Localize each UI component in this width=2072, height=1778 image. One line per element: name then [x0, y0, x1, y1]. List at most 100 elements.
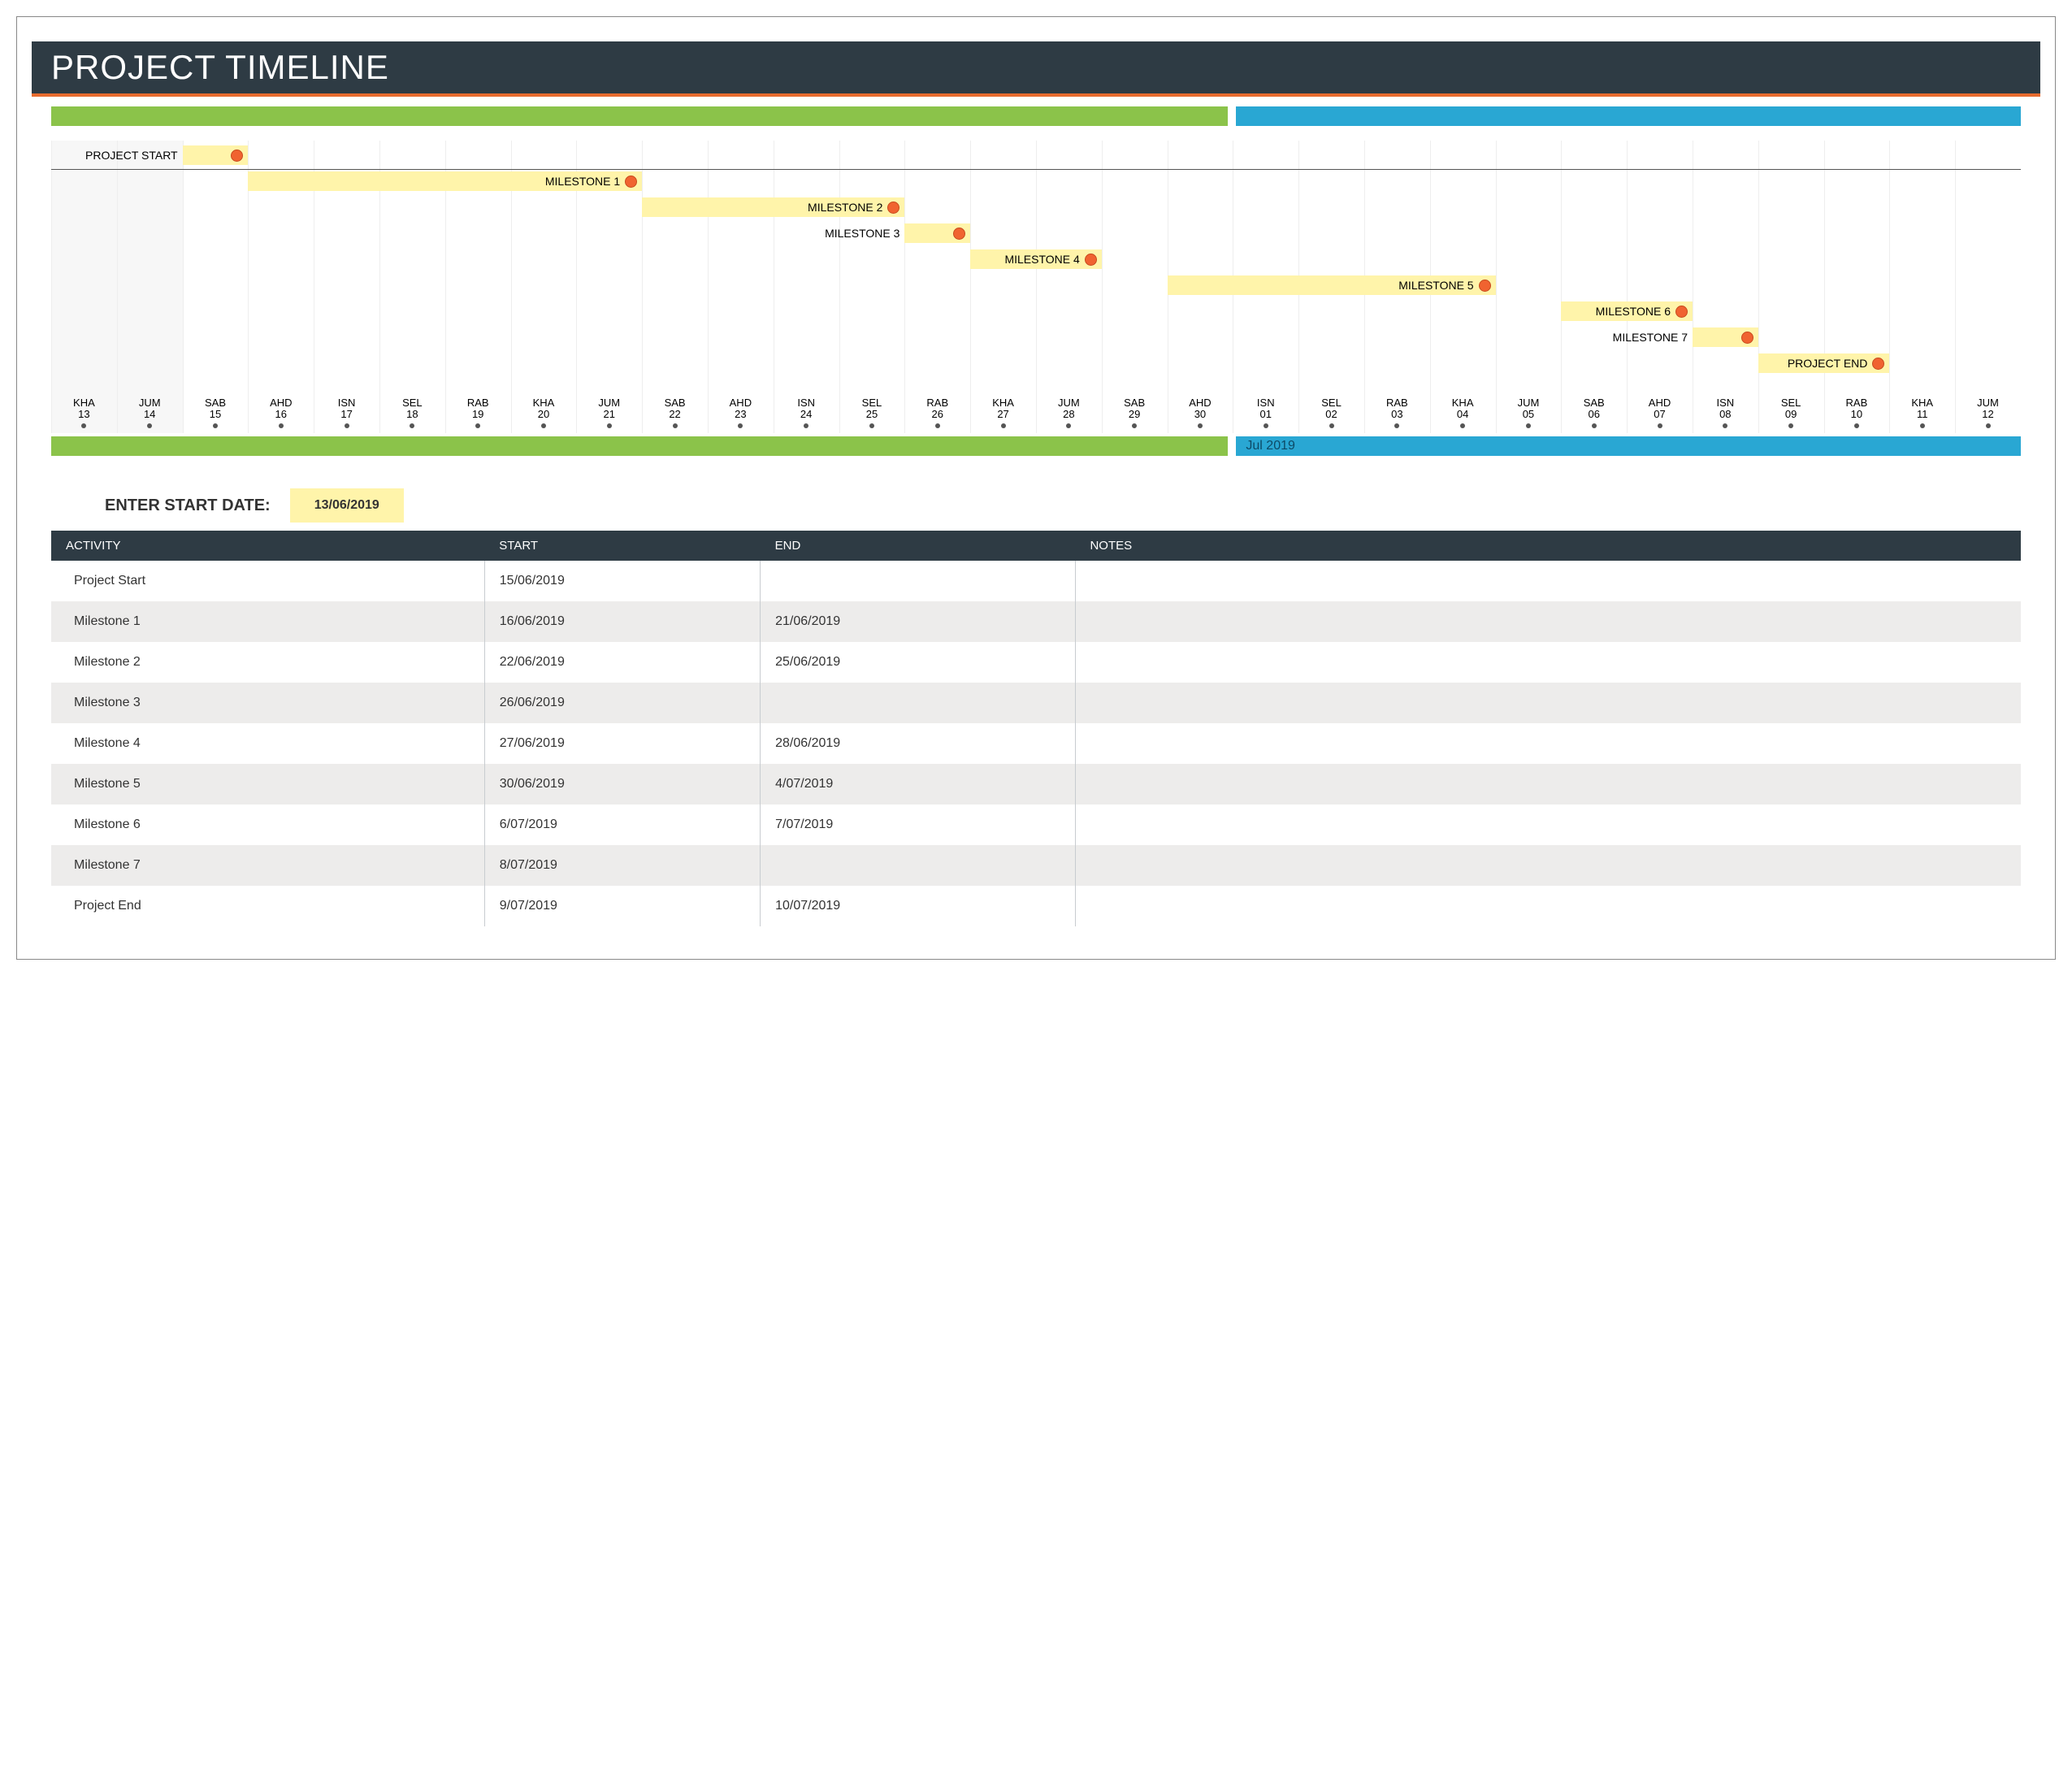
table-cell[interactable]: 8/07/2019 [484, 845, 760, 886]
table-cell[interactable] [761, 683, 1076, 723]
gantt-task[interactable]: MILESTONE 2 [642, 197, 904, 217]
month-bar-top [51, 106, 2021, 126]
gantt-task[interactable]: MILESTONE 6 [1561, 301, 1693, 321]
month-bar-bottom: Jul 2019 [51, 436, 2021, 456]
table-cell[interactable] [1075, 886, 2021, 926]
table-cell[interactable] [1075, 723, 2021, 764]
table-cell: Milestone 4 [51, 723, 484, 764]
month-bar-jul-bottom: Jul 2019 [1236, 436, 2021, 456]
gantt-task[interactable]: PROJECT END [1758, 353, 1890, 373]
axis-tick: JUM14 [117, 397, 183, 433]
milestone-dot-icon [1479, 280, 1491, 292]
axis-tick: KHA13 [51, 397, 117, 433]
milestone-dot-icon [625, 176, 637, 188]
table-row[interactable]: Milestone 427/06/201928/06/2019 [51, 723, 2021, 764]
axis-tick: ISN24 [774, 397, 839, 433]
gantt-task[interactable] [1693, 327, 1758, 347]
table-cell[interactable] [1075, 683, 2021, 723]
activity-table: ACTIVITY START END NOTES Project Start15… [51, 531, 2021, 926]
table-header-row: ACTIVITY START END NOTES [51, 531, 2021, 561]
start-date-label: ENTER START DATE: [105, 497, 290, 515]
table-cell[interactable]: 9/07/2019 [484, 886, 760, 926]
table-row[interactable]: Milestone 66/07/20197/07/2019 [51, 804, 2021, 845]
table-row[interactable]: Project End9/07/201910/07/2019 [51, 886, 2021, 926]
gantt-task-label: MILESTONE 2 [808, 201, 882, 214]
table-cell[interactable]: 22/06/2019 [484, 642, 760, 683]
axis-tick: KHA11 [1889, 397, 1955, 433]
table-row[interactable]: Milestone 78/07/2019 [51, 845, 2021, 886]
milestone-dot-icon [1872, 358, 1884, 370]
table-cell[interactable]: 6/07/2019 [484, 804, 760, 845]
col-end: END [761, 531, 1076, 561]
axis-tick: RAB10 [1824, 397, 1890, 433]
gantt-task[interactable] [904, 223, 970, 243]
axis: KHA13JUM14SAB15AHD16ISN17SEL18RAB19KHA20… [51, 397, 2021, 433]
table-cell[interactable] [761, 561, 1076, 601]
axis-tick: AHD16 [248, 397, 314, 433]
milestone-dot-icon [1085, 254, 1097, 266]
table-cell: Milestone 6 [51, 804, 484, 845]
axis-tick: RAB19 [445, 397, 511, 433]
table-cell[interactable] [1075, 601, 2021, 642]
axis-tick: ISN08 [1693, 397, 1758, 433]
milestone-dot-icon [1741, 332, 1753, 344]
table-cell: Milestone 1 [51, 601, 484, 642]
table-cell[interactable]: 26/06/2019 [484, 683, 760, 723]
table-cell[interactable]: 30/06/2019 [484, 764, 760, 804]
axis-tick: SEL18 [379, 397, 445, 433]
axis-tick: SAB15 [183, 397, 249, 433]
table-cell[interactable]: 25/06/2019 [761, 642, 1076, 683]
month-bar-jul [1236, 106, 2021, 126]
axis-tick: SAB22 [642, 397, 708, 433]
gantt-task[interactable] [183, 145, 249, 165]
milestone-dot-icon [887, 202, 899, 214]
table-cell[interactable] [1075, 764, 2021, 804]
table-row[interactable]: Milestone 116/06/201921/06/2019 [51, 601, 2021, 642]
table-row[interactable]: Milestone 530/06/20194/07/2019 [51, 764, 2021, 804]
table-cell[interactable] [1075, 804, 2021, 845]
gantt-task-label: MILESTONE 6 [1596, 305, 1671, 318]
axis-tick: AHD23 [708, 397, 774, 433]
gantt-task[interactable]: MILESTONE 4 [970, 249, 1102, 269]
table-cell[interactable] [1075, 561, 2021, 601]
table-cell: Milestone 3 [51, 683, 484, 723]
table-row[interactable]: Milestone 326/06/2019 [51, 683, 2021, 723]
page-title: PROJECT TIMELINE [32, 41, 2040, 97]
axis-tick: JUM12 [1955, 397, 2021, 433]
axis-tick: SAB29 [1102, 397, 1168, 433]
gantt-task[interactable]: MILESTONE 1 [248, 171, 642, 191]
start-date-row: ENTER START DATE: 13/06/2019 [105, 488, 2040, 523]
table-cell[interactable]: 10/07/2019 [761, 886, 1076, 926]
axis-tick: SEL09 [1758, 397, 1824, 433]
axis-tick: KHA04 [1430, 397, 1496, 433]
table-cell[interactable]: 7/07/2019 [761, 804, 1076, 845]
table-cell[interactable]: 15/06/2019 [484, 561, 760, 601]
axis-tick: AHD30 [1168, 397, 1233, 433]
table-row[interactable]: Milestone 222/06/201925/06/2019 [51, 642, 2021, 683]
axis-tick: AHD07 [1627, 397, 1693, 433]
table-cell: Milestone 5 [51, 764, 484, 804]
table-cell[interactable]: 21/06/2019 [761, 601, 1076, 642]
axis-tick: SEL25 [839, 397, 905, 433]
table-cell[interactable]: 4/07/2019 [761, 764, 1076, 804]
table-cell[interactable] [1075, 642, 2021, 683]
start-date-input[interactable]: 13/06/2019 [290, 488, 404, 523]
table-cell[interactable]: 27/06/2019 [484, 723, 760, 764]
table-cell: Project Start [51, 561, 484, 601]
axis-tick: KHA27 [970, 397, 1036, 433]
col-start: START [484, 531, 760, 561]
axis-tick: JUM28 [1036, 397, 1102, 433]
gantt-task[interactable]: MILESTONE 5 [1168, 275, 1496, 295]
col-activity: ACTIVITY [51, 531, 484, 561]
project-timeline-page: PROJECT TIMELINE PROJECT STARTMILESTONE … [16, 16, 2056, 960]
table-row[interactable]: Project Start15/06/2019 [51, 561, 2021, 601]
table-cell[interactable] [1075, 845, 2021, 886]
axis-tick: ISN01 [1233, 397, 1298, 433]
table-cell[interactable] [761, 845, 1076, 886]
table-cell: Milestone 2 [51, 642, 484, 683]
gantt-task-label: MILESTONE 4 [1004, 253, 1079, 266]
gantt-task-label: MILESTONE 1 [545, 175, 620, 188]
axis-tick: JUM05 [1496, 397, 1562, 433]
table-cell[interactable]: 28/06/2019 [761, 723, 1076, 764]
table-cell[interactable]: 16/06/2019 [484, 601, 760, 642]
